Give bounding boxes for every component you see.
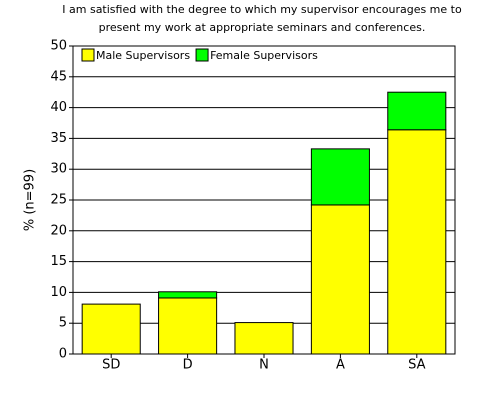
bar-segment (234, 322, 294, 355)
bar-segment (81, 303, 141, 355)
y-tick-label: 10 (50, 285, 67, 300)
y-tick-label: 0 (59, 347, 67, 362)
y-tick-label: 25 (50, 193, 67, 208)
y-tick-label: 35 (50, 131, 67, 146)
legend-swatch (81, 48, 95, 62)
y-tick-label: 45 (50, 69, 67, 84)
y-tick-label: 30 (50, 162, 67, 177)
bar-segment (310, 204, 370, 355)
bar-segment (310, 148, 370, 206)
x-tick-label: D (183, 358, 193, 373)
y-axis-label: % (n=99) (23, 169, 38, 231)
bar-segment (387, 91, 447, 131)
x-tick-label: A (336, 358, 345, 373)
x-tick-label: SA (408, 358, 425, 373)
y-tick-label: 20 (50, 223, 67, 238)
bar-segment (158, 291, 218, 299)
chart-title-line: present my work at appropriate seminars … (99, 21, 426, 34)
legend-label: Female Supervisors (210, 49, 318, 62)
y-tick-label: 50 (50, 39, 67, 54)
y-tick-label: 5 (59, 316, 67, 331)
y-tick-label: 15 (50, 254, 67, 269)
x-tick-label: SD (102, 358, 120, 373)
y-tick-label: 40 (50, 100, 67, 115)
legend-swatch (195, 48, 209, 62)
chart-title-line: I am satisfied with the degree to which … (62, 3, 462, 16)
bar-segment (387, 129, 447, 355)
legend-label: Male Supervisors (96, 49, 190, 62)
bar-segment (158, 297, 218, 355)
x-tick-label: N (259, 358, 269, 373)
